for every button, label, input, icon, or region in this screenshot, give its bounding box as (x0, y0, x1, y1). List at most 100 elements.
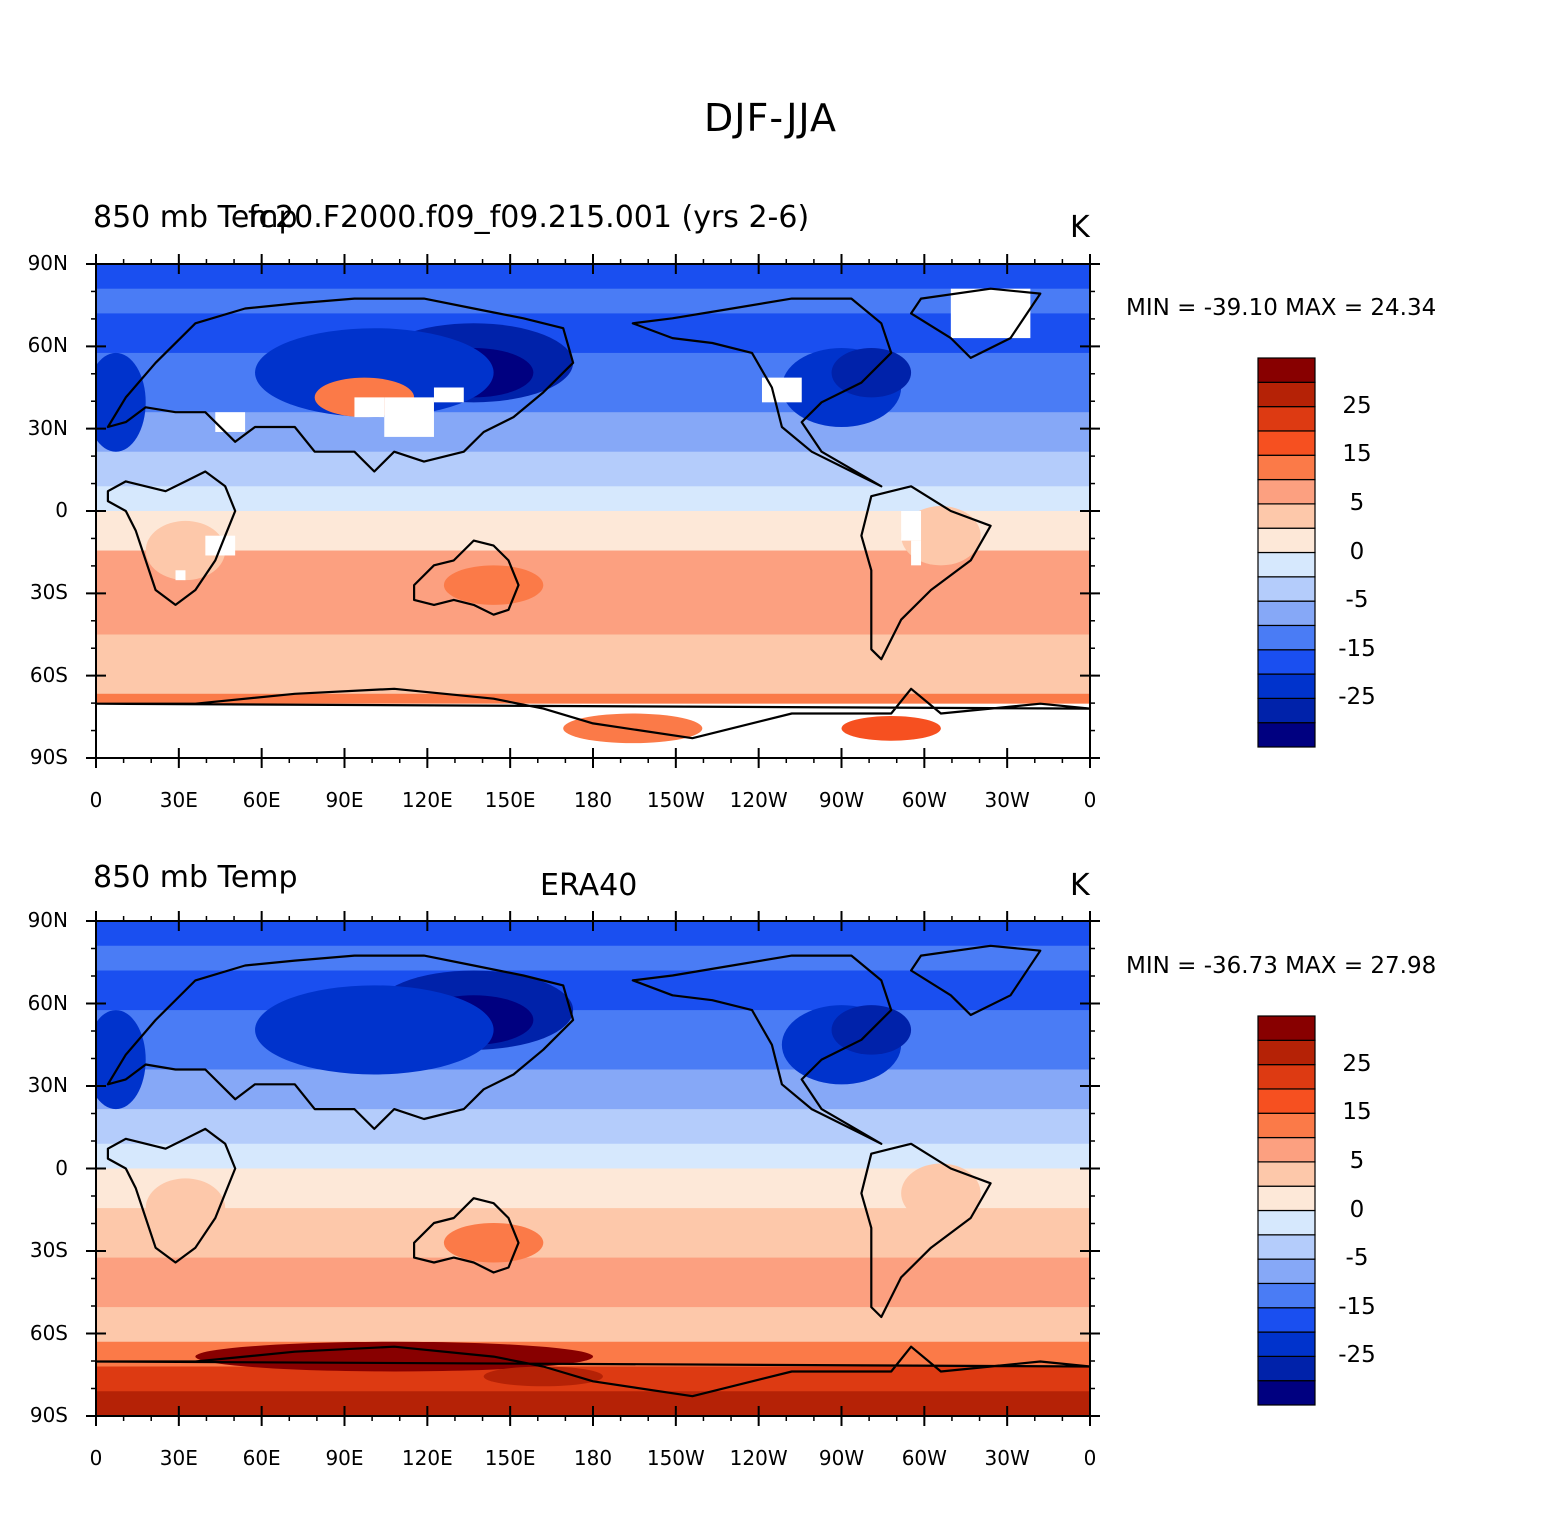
colorbar-box (1257, 1112, 1316, 1139)
figure-title: DJF-JJA (704, 96, 837, 140)
lon-label: 180 (573, 1446, 613, 1470)
colorbar-box (1257, 722, 1316, 748)
lon-label: 0 (89, 1446, 103, 1470)
panel1-units: K (1070, 210, 1090, 245)
lat-label: 60S (29, 662, 68, 687)
colorbar-box (1257, 600, 1316, 627)
coastline (106, 954, 575, 1130)
lon-label: 150W (646, 1446, 705, 1470)
lon-label: 120W (729, 788, 788, 812)
field-band (96, 1307, 1090, 1343)
panel2-units: K (1070, 868, 1090, 903)
coastline (860, 1142, 992, 1319)
lon-label: 30W (984, 1446, 1030, 1470)
colorbar-label: -5 (1345, 1245, 1369, 1272)
colorbar-box (1257, 1355, 1316, 1382)
panel1-minmax: MIN = -39.10 MAX = 24.34 (1126, 295, 1437, 321)
colorbar-label: 15 (1342, 441, 1372, 468)
colorbar-box (1257, 1380, 1316, 1406)
field-band (96, 970, 1090, 1012)
colorbar-box (1257, 697, 1316, 724)
colorbar-label: 25 (1342, 1050, 1372, 1077)
colorbar-box (1257, 1331, 1316, 1357)
lat-label: 90S (29, 1403, 68, 1427)
lon-label: 60E (242, 788, 281, 812)
lat-label: 30N (27, 415, 68, 440)
colorbar-box (1257, 454, 1316, 481)
colorbar-box (1257, 478, 1316, 505)
missing-data-mask (911, 540, 922, 566)
field-region (255, 985, 494, 1075)
missing-data-mask (901, 511, 922, 541)
field-region (443, 1222, 544, 1263)
field-band (96, 550, 1090, 636)
coastline (106, 470, 237, 606)
coastline (413, 539, 520, 616)
field-band (96, 1109, 1090, 1145)
colorbar-label: 25 (1342, 392, 1372, 419)
colorbar-label: 5 (1349, 1147, 1365, 1174)
panel1-left-title: 850 mb Temp (93, 200, 298, 235)
colorbar-label: -5 (1345, 587, 1369, 614)
field-region (841, 716, 941, 741)
colorbar-box (1257, 1064, 1316, 1090)
colorbar-label: 5 (1349, 489, 1365, 516)
lon-label: 120W (729, 1446, 788, 1470)
lon-label: 30E (159, 1446, 198, 1470)
lon-label: 60W (901, 1446, 947, 1470)
field-region (483, 1366, 603, 1387)
lon-label: 90W (818, 1446, 865, 1470)
panel2-center-title: ERA40 (540, 868, 638, 903)
colorbar-box (1257, 1307, 1316, 1333)
missing-data-mask (950, 288, 1031, 339)
colorbar-box (1257, 1234, 1316, 1260)
colorbar-label: -15 (1338, 1293, 1376, 1320)
lon-label: 90W (818, 788, 865, 812)
lat-label: 90S (29, 745, 68, 769)
field-band (96, 1143, 1090, 1170)
field-band (96, 634, 1090, 695)
lat-label: 0 (55, 498, 68, 522)
field-band (96, 313, 1090, 354)
colorbar-box (1257, 1258, 1316, 1285)
panel2-left-title: 850 mb Temp (93, 860, 298, 895)
field-region (443, 565, 544, 605)
colorbar-box (1257, 576, 1316, 602)
field-band (96, 486, 1090, 512)
missing-data-mask (433, 387, 464, 403)
coastline (910, 944, 1042, 1017)
colorbar-box (1257, 673, 1316, 699)
coastline (106, 1127, 237, 1264)
colorbar-label: 0 (1349, 1196, 1365, 1223)
lon-label: 150E (484, 788, 536, 812)
colorbar-box (1257, 1136, 1316, 1163)
colorbar-box (1257, 1209, 1316, 1236)
missing-data-mask (175, 570, 186, 581)
field-band (96, 1257, 1090, 1309)
colorbar-box (1257, 406, 1316, 432)
panel1-field (96, 264, 1090, 758)
lon-label: 0 (1083, 788, 1097, 812)
field-band (96, 1069, 1090, 1111)
panel2-minmax: MIN = -36.73 MAX = 27.98 (1126, 953, 1437, 979)
colorbar-box (1257, 430, 1316, 456)
colorbar-box (1257, 1039, 1316, 1066)
colorbar-label: -25 (1338, 1342, 1376, 1369)
field-band (96, 945, 1090, 972)
field-band (96, 288, 1090, 315)
lat-label: 30N (27, 1073, 68, 1097)
colorbar-box (1257, 381, 1316, 408)
field-band (96, 1010, 1090, 1071)
colorbar-box (1257, 503, 1316, 529)
field-band (96, 451, 1090, 488)
colorbar-label: -25 (1338, 684, 1376, 711)
lon-label: 90E (325, 788, 364, 812)
lon-label: 30E (159, 788, 198, 812)
lat-label: 60S (29, 1320, 68, 1345)
lon-label: 150W (646, 788, 705, 812)
lon-label: 120E (401, 1446, 453, 1470)
colorbar-label: 15 (1342, 1099, 1372, 1126)
lon-label: 90E (325, 1446, 364, 1470)
coastline (860, 485, 992, 661)
coastline (631, 297, 893, 488)
